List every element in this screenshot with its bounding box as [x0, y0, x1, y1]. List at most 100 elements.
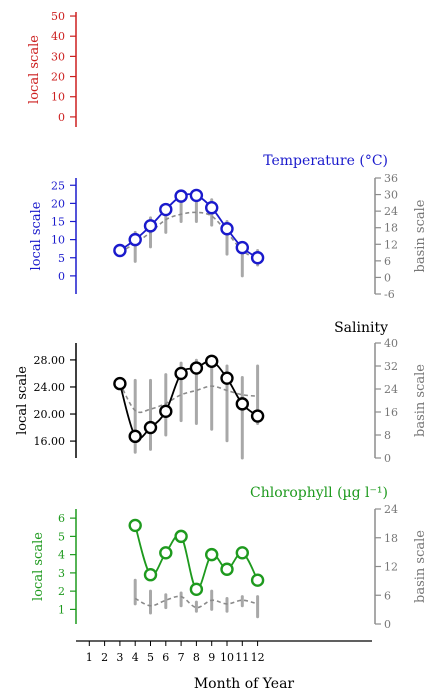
data-point	[220, 562, 234, 576]
left-tick-label: 40	[51, 30, 65, 43]
series-line	[119, 360, 259, 440]
left-axis-label: local scale	[31, 532, 46, 601]
left-tick-label: 0	[58, 111, 65, 124]
right-axis-label: basin scale	[413, 199, 428, 272]
data-point	[220, 371, 234, 385]
left-tick-label: 16.00	[34, 435, 66, 448]
data-point	[174, 529, 188, 544]
data-point	[159, 202, 173, 217]
right-tick-label: 36	[384, 172, 398, 185]
x-tick-label: 12	[251, 651, 265, 664]
x-tick-label: 2	[101, 651, 108, 664]
x-tick-label: 4	[132, 651, 139, 664]
basin-mean-line	[134, 595, 258, 609]
left-tick-label: 20.00	[34, 408, 66, 421]
left-tick-label: 2	[58, 585, 65, 598]
data-point	[143, 219, 158, 233]
x-tick-label: 11	[235, 651, 249, 664]
series-line	[119, 193, 259, 259]
data-point	[174, 366, 188, 381]
x-tick-label: 5	[147, 651, 154, 664]
left-axis-label: local scale	[27, 35, 42, 104]
x-tick-label: 10	[220, 651, 234, 664]
right-tick-label: 40	[384, 337, 398, 350]
right-tick-label: 8	[384, 429, 391, 442]
left-tick-label: 30	[51, 50, 65, 63]
right-tick-label: 12	[384, 561, 398, 574]
data-point	[143, 568, 158, 582]
left-tick-label: 4	[58, 549, 65, 562]
data-point	[113, 243, 127, 258]
left-tick-label: 50	[51, 10, 65, 23]
data-point	[235, 397, 250, 411]
left-tick-label: 20	[51, 71, 65, 84]
left-tick-label: 28.00	[34, 354, 66, 367]
basin-mean-line	[119, 211, 259, 261]
right-tick-label: 12	[384, 238, 398, 251]
right-tick-label: 24	[384, 205, 398, 218]
data-point	[128, 429, 142, 444]
chart-panel-2: 16.00 20.00 24.00 28.00 local scale Salinity 0…	[15, 320, 428, 465]
data-point	[204, 354, 219, 368]
x-tick-label: 3	[116, 651, 123, 664]
chart-title: Temperature (°C)	[263, 153, 388, 169]
right-axis-label: basin scale	[413, 364, 428, 437]
chart-title: Salinity	[334, 320, 388, 336]
data-point	[250, 573, 265, 587]
left-tick-label: 6	[58, 512, 65, 525]
right-tick-label: 0	[384, 452, 391, 465]
data-point	[128, 232, 142, 247]
x-tick-label: 6	[162, 651, 169, 664]
left-tick-label: 10	[51, 234, 65, 247]
left-tick-label: 24.00	[34, 381, 66, 394]
x-axis: 1 2 3 4 5 6 7 8 9 10 11 12	[76, 640, 372, 664]
right-tick-label: 24	[384, 383, 398, 396]
right-tick-label: 30	[384, 189, 398, 202]
right-tick-label: 18	[384, 532, 398, 545]
data-point	[204, 547, 219, 562]
data-point	[159, 546, 173, 560]
data-point	[159, 404, 173, 419]
data-point	[189, 188, 204, 203]
data-point	[204, 201, 219, 215]
right-tick-label: 32	[384, 360, 398, 373]
data-point	[235, 546, 250, 560]
left-tick-label: 3	[58, 567, 65, 580]
left-tick-label: 5	[58, 530, 65, 543]
x-tick-label: 8	[193, 651, 200, 664]
right-axis-label: basin scale	[413, 530, 428, 603]
left-axis-label: local scale	[15, 366, 30, 435]
data-point	[189, 361, 204, 375]
left-tick-label: 5	[58, 252, 65, 265]
x-tick-label: 7	[178, 651, 185, 664]
left-tick-label: 20	[51, 197, 65, 210]
data-point	[189, 582, 204, 597]
left-tick-label: 1	[58, 603, 65, 616]
x-axis-label: Month of Year	[194, 676, 295, 692]
left-tick-label: 0	[58, 270, 65, 283]
right-tick-label: 24	[384, 503, 398, 516]
right-tick-label: 6	[384, 255, 391, 268]
data-point	[174, 189, 188, 203]
chart-panel-1: 0 5 10 15 20 25 local scale Temperature (°C) -6 0…	[29, 153, 428, 301]
left-tick-label: 10	[51, 91, 65, 104]
basin-mean-line	[119, 382, 258, 414]
data-point	[113, 376, 127, 391]
data-point	[128, 518, 142, 533]
x-tick-label: 9	[208, 651, 215, 664]
right-tick-label: -6	[384, 288, 395, 301]
chart-title: Chlorophyll (µg l⁻¹)	[250, 485, 388, 501]
right-tick-label: 6	[384, 589, 391, 602]
data-point	[250, 409, 265, 423]
x-tick-label: 1	[86, 651, 93, 664]
chart-panel-0: 0 10 20 30 40 50 local scale	[27, 10, 77, 127]
data-point	[143, 420, 158, 435]
right-tick-label: 0	[384, 271, 391, 284]
data-point	[250, 251, 265, 265]
left-axis-label: local scale	[29, 201, 44, 270]
data-point	[235, 240, 250, 255]
right-tick-label: 0	[384, 618, 391, 631]
